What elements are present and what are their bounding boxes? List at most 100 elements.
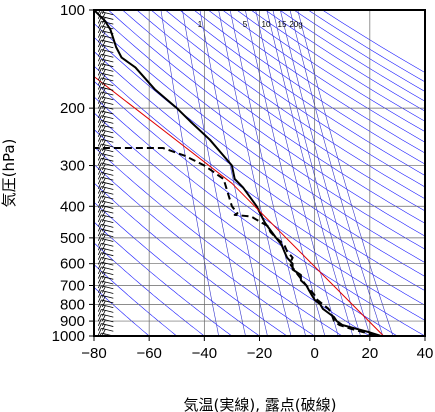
wind-barb-flag xyxy=(97,214,102,223)
wind-barb-flag xyxy=(97,233,102,241)
y-tick-label: 300 xyxy=(60,158,85,175)
wind-barb-flag xyxy=(97,238,102,246)
wind-barb-flag xyxy=(97,247,102,256)
wind-barb-flag xyxy=(101,12,106,19)
y-tick-label: 500 xyxy=(60,230,85,247)
x-tick-label: −20 xyxy=(247,345,272,362)
wind-barb-flag xyxy=(101,329,106,336)
wind-barb-flag xyxy=(97,87,102,95)
wind-barb-flag xyxy=(101,88,106,95)
y-tick-label: 100 xyxy=(60,2,85,19)
wind-barb-flag xyxy=(97,280,102,289)
wind-barb-flag xyxy=(101,248,106,256)
wind-barb-flag xyxy=(97,261,102,270)
wind-barb-flag xyxy=(101,97,106,104)
wind-barb-flag xyxy=(99,332,102,336)
dry-adiabat xyxy=(94,51,425,292)
wind-barb-flag xyxy=(101,234,106,241)
wind-barb-flag xyxy=(97,323,102,331)
wind-barb-flag xyxy=(101,281,106,289)
wind-barb-flag xyxy=(97,63,102,71)
mixing-ratio-label: 5 xyxy=(243,20,248,29)
wind-barbs xyxy=(97,10,114,336)
wind-barb-flag xyxy=(97,304,102,312)
wind-barb-flag xyxy=(101,305,106,312)
wind-barb-flag xyxy=(101,144,106,152)
wind-barb-flag xyxy=(101,286,106,293)
dry-adiabat xyxy=(94,242,205,336)
wind-barb-flag xyxy=(97,39,102,48)
dry-adiabat xyxy=(208,10,425,154)
x-axis-ticks: −80 −60 −40 −20 0 20 40 xyxy=(81,336,433,362)
y-tick-label: 800 xyxy=(60,296,85,313)
wind-barb-flag xyxy=(101,196,106,204)
wind-barb-flag xyxy=(101,319,106,327)
wind-barb-flag xyxy=(101,92,106,100)
dry-adiabat xyxy=(136,10,425,212)
wind-barb-flag xyxy=(97,134,102,142)
wind-barb-flag xyxy=(97,290,102,298)
wind-barb-flag xyxy=(101,163,106,171)
wind-barb-flag xyxy=(97,77,102,86)
wind-barb-flag xyxy=(101,31,106,38)
wind-barb-flag xyxy=(97,318,102,326)
wind-barb-flag xyxy=(97,158,102,166)
mixing-ratio-line xyxy=(280,10,371,336)
wind-barb-flag xyxy=(101,173,106,180)
mixing-ratio-line xyxy=(160,10,219,336)
wind-barb-flag xyxy=(97,224,102,232)
wind-barb-flag xyxy=(101,253,106,260)
wind-barb-flag xyxy=(97,186,102,194)
dry-adiabat xyxy=(222,10,425,143)
dry-adiabat xyxy=(193,10,425,165)
dry-adiabat xyxy=(108,10,425,237)
wind-barb-flag xyxy=(101,111,106,119)
mixing-ratio-label: 15 xyxy=(278,20,287,29)
dry-adiabat xyxy=(122,10,425,224)
wind-barb-flag xyxy=(101,296,106,303)
wind-barb-flag xyxy=(97,181,102,189)
wind-barb-flag xyxy=(97,299,102,308)
wind-barb-flag xyxy=(97,276,102,284)
wind-barb-flag xyxy=(97,228,102,237)
reference-line xyxy=(94,76,384,336)
wind-barb-flag xyxy=(101,215,106,223)
wind-barb-flag xyxy=(101,149,106,156)
mixing-ratio-line xyxy=(297,10,394,336)
wind-barb-flag xyxy=(101,206,106,213)
mixing-ratio-line xyxy=(199,10,268,336)
wind-barb-flag xyxy=(97,148,102,156)
wind-barb-flag xyxy=(101,40,106,48)
wind-barb-flag xyxy=(101,130,106,138)
wind-barb-flag xyxy=(97,176,102,185)
wind-barb-flag xyxy=(101,277,106,284)
wind-barb-flag xyxy=(97,195,102,204)
wind-barb-flag xyxy=(97,243,102,251)
wind-barb-flag xyxy=(101,177,106,185)
wind-barb-flag xyxy=(101,64,106,71)
wind-barb-flag xyxy=(101,239,106,246)
wind-barb-flag xyxy=(97,313,102,322)
y-tick-label: 400 xyxy=(60,198,85,215)
wind-barb-flag xyxy=(97,106,102,114)
wind-barb-flag xyxy=(101,59,106,67)
y-tick-label: 600 xyxy=(60,256,85,273)
dry-adiabat xyxy=(94,112,398,336)
wind-barb-flag xyxy=(101,50,106,57)
mixing-ratio-label: 20g xyxy=(289,20,302,29)
x-tick-label: 20 xyxy=(361,345,378,362)
wind-barb-flag xyxy=(101,159,106,166)
wind-barb-flag xyxy=(97,266,102,275)
wind-barb-flag xyxy=(97,30,102,38)
mixing-ratio-labels: 1 5 10 15 20g xyxy=(198,20,303,29)
wind-barb-flag xyxy=(101,140,106,147)
y-tick-label: 900 xyxy=(60,313,85,330)
wind-barb-flag xyxy=(101,300,106,308)
wind-barb-flag xyxy=(101,267,106,275)
wind-barb-flag xyxy=(101,83,106,90)
dry-adiabat xyxy=(94,23,425,264)
wind-barb-flag xyxy=(101,187,106,194)
x-tick-label: −40 xyxy=(192,345,217,362)
mixing-ratio-line xyxy=(266,10,354,336)
